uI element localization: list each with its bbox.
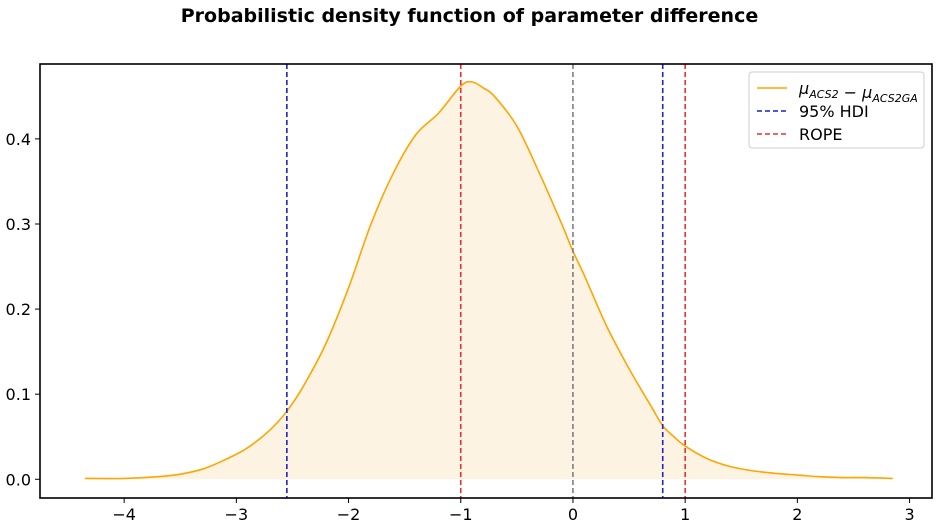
y-tick-label: 0.1	[6, 385, 31, 404]
density-line-0	[84, 80, 893, 480]
x-tick-label: 2	[792, 505, 802, 524]
x-tick-label: −4	[112, 505, 136, 524]
axes-frame	[39, 63, 933, 499]
legend-box	[748, 71, 925, 149]
x-tick-label: 1	[680, 505, 690, 524]
chart-title: Probabilistic density function of parame…	[180, 5, 759, 27]
y-tick-label: 0.4	[6, 130, 31, 149]
y-tick-label: 0.3	[6, 215, 31, 234]
x-tick-label: −3	[225, 505, 249, 524]
plot-area	[84, 64, 893, 498]
x-tick-label: 3	[904, 505, 914, 524]
x-tick-label: −1	[449, 505, 473, 524]
legend-label-1: 95% HDI	[799, 102, 869, 121]
density-fill-0	[84, 81, 893, 480]
x-tick-label: 0	[568, 505, 578, 524]
y-tick-label: 0.0	[6, 470, 31, 489]
legend-label-2: ROPE	[799, 125, 842, 144]
x-tick-label: −2	[337, 505, 361, 524]
legend-label-0: μACS2 − μACS2GA	[798, 79, 918, 105]
y-tick-label: 0.2	[6, 300, 31, 319]
